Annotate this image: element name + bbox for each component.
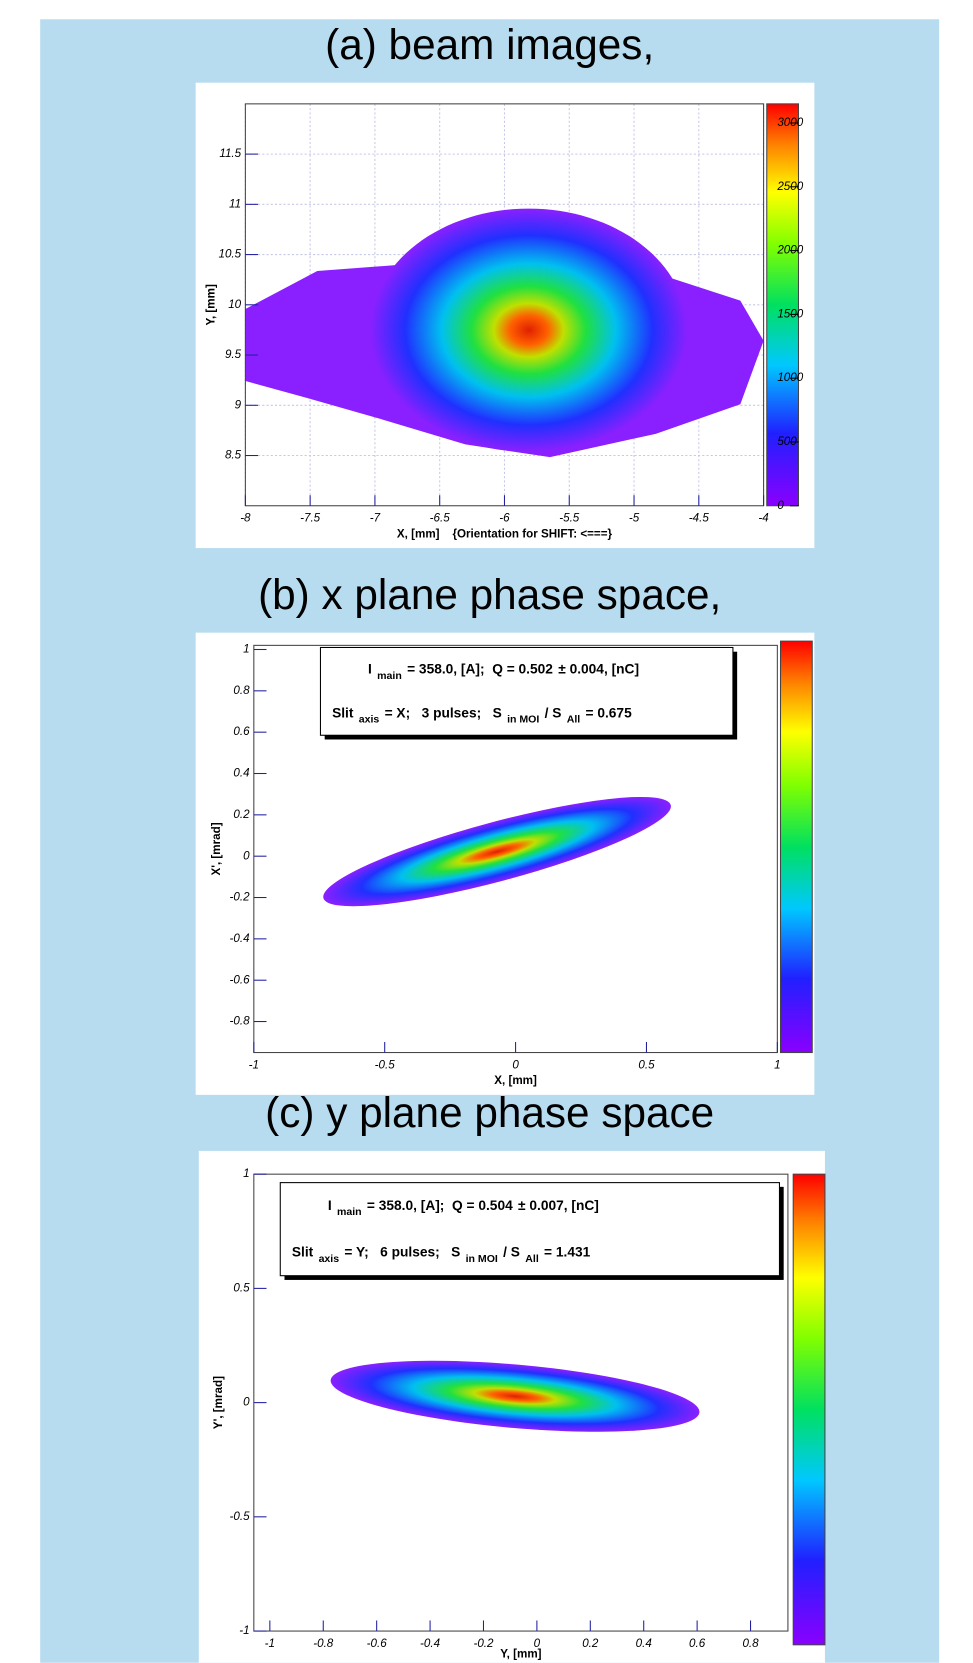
- color-bar: [781, 641, 813, 1052]
- y-tick-label: 9.5: [225, 348, 242, 361]
- y-tick-label: -0.8: [230, 1015, 251, 1028]
- legend-text: axis: [319, 1253, 340, 1265]
- legend-text: in MOI: [507, 713, 539, 725]
- legend-text: I: [328, 1198, 332, 1213]
- y-tick-label: 11.5: [219, 147, 241, 160]
- y-tick-label: 0: [243, 1396, 250, 1409]
- legend-text: = 0.675: [586, 705, 633, 720]
- y-tick-label: 0.6: [233, 725, 250, 738]
- y-tick-label: 0.2: [233, 808, 250, 821]
- x-tick-label: -0.5: [375, 1058, 396, 1071]
- legend-text: = Y; 6 pulses; S: [344, 1244, 460, 1259]
- y-tick-label: 0.8: [233, 684, 250, 697]
- legend-text: All: [567, 713, 581, 725]
- y-tick-label: 11: [229, 197, 241, 210]
- y-tick-label: 0.4: [233, 767, 250, 780]
- x-tick-label: 0.8: [742, 1637, 759, 1650]
- x-tick-label: -5.5: [559, 512, 580, 525]
- y-tick-label: 1: [243, 643, 249, 656]
- legend-text: Slit: [292, 1244, 314, 1259]
- panel-title: (c) y plane phase space: [265, 1089, 714, 1136]
- x-tick-label: 0.4: [636, 1637, 653, 1650]
- x-axis-label: X, [mm] {Orientation for SHIFT: <===}: [397, 527, 613, 540]
- x-tick-label: 0.2: [582, 1637, 599, 1650]
- y-tick-label: -0.6: [230, 973, 251, 986]
- y-tick-label: 10.5: [218, 248, 241, 261]
- y-tick-label: 0.5: [233, 1281, 250, 1294]
- y-tick-label: -0.2: [230, 891, 251, 904]
- legend-text: I: [368, 661, 372, 676]
- x-tick-label: -1: [249, 1058, 259, 1071]
- x-axis-label: X, [mm]: [494, 1074, 537, 1087]
- x-tick-label: -0.4: [420, 1637, 441, 1650]
- color-bar-label: 500: [777, 435, 797, 448]
- y-axis-label: Y, [mm]: [205, 284, 218, 325]
- y-tick-label: -0.4: [230, 932, 251, 945]
- legend-text: Slit: [332, 705, 354, 720]
- y-tick-label: 10: [228, 298, 241, 311]
- y-axis-label: Y', [mrad]: [212, 1376, 225, 1429]
- color-bar-label: 1500: [777, 307, 803, 320]
- y-tick-label: 8.5: [225, 449, 242, 462]
- page: {"chart_data": [ {"type": "heatmap", "ti…: [0, 0, 973, 1663]
- x-tick-label: -1: [265, 1637, 275, 1650]
- legend-text: main: [377, 670, 402, 682]
- color-bar-label: 2500: [776, 180, 803, 193]
- legend-text: / S: [545, 705, 562, 720]
- figure: (a) beam images, -8 -7.5 -7 -6.5 -6 -5.5 -5 -4.5…: [0, 0, 973, 1663]
- legend-text: ± 0.007, [nC]: [518, 1198, 599, 1213]
- beam-core: [370, 209, 687, 452]
- color-bar: [793, 1174, 825, 1645]
- x-tick-label: -0.8: [313, 1637, 334, 1650]
- color-bar-label: 1000: [777, 371, 803, 384]
- x-axis-label: Y, [mm]: [500, 1647, 541, 1660]
- y-tick-label: 9: [235, 398, 242, 411]
- legend-text: axis: [359, 713, 380, 725]
- x-tick-label: -0.2: [473, 1637, 494, 1650]
- legend-text: = 358.0, [A]; Q = 0.504: [367, 1198, 513, 1213]
- x-tick-label: -6: [499, 512, 510, 525]
- y-tick-label: -0.5: [230, 1510, 251, 1523]
- legend-text: in MOI: [466, 1253, 498, 1265]
- y-tick-label: 0: [243, 849, 250, 862]
- legend-text: = 358.0, [A]; Q = 0.502: [407, 661, 553, 676]
- legend-text: = X; 3 pulses; S: [385, 705, 502, 720]
- y-axis-label: X', [mrad]: [210, 822, 223, 875]
- color-bar-label: 3000: [777, 116, 803, 129]
- x-tick-label: 0: [512, 1058, 519, 1071]
- x-tick-label: -7: [370, 512, 381, 525]
- color-bar-label: 2000: [776, 244, 803, 257]
- x-tick-label: -6.5: [430, 512, 451, 525]
- x-tick-label: -4.5: [689, 512, 710, 525]
- legend-text: / S: [503, 1244, 520, 1259]
- panel-title: (b) x plane phase space,: [258, 571, 721, 618]
- x-tick-label: -8: [240, 512, 251, 525]
- x-tick-label: -7.5: [300, 512, 321, 525]
- y-tick-label: -1: [239, 1624, 249, 1637]
- color-bar-label: 0: [777, 499, 784, 512]
- x-tick-label: 0.5: [638, 1058, 655, 1071]
- x-tick-label: -4: [758, 512, 769, 525]
- x-tick-label: -5: [629, 512, 640, 525]
- legend-text: main: [337, 1206, 362, 1218]
- x-tick-label: 1: [774, 1058, 780, 1071]
- legend-text: All: [525, 1253, 539, 1265]
- legend-text: = 1.431: [544, 1244, 591, 1259]
- x-tick-label: -0.6: [367, 1637, 388, 1650]
- panel-title: (a) beam images,: [325, 21, 654, 68]
- x-tick-label: 0.6: [689, 1637, 706, 1650]
- legend-text: ± 0.004, [nC]: [558, 661, 639, 676]
- y-tick-label: 1: [243, 1167, 249, 1180]
